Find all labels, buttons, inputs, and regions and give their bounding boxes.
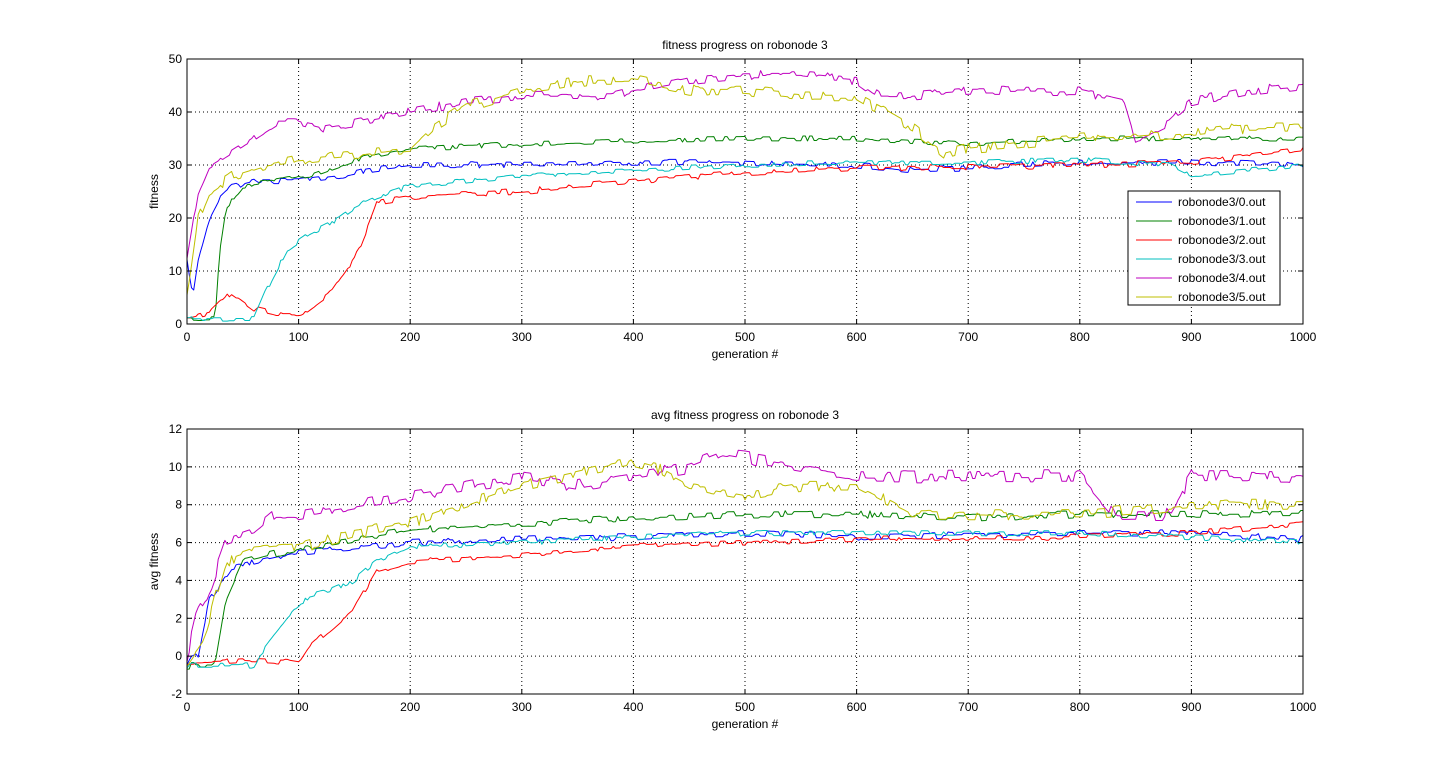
legend-entry-label: robonode3/4.out: [1178, 271, 1266, 285]
avg-fitness-y-tick-label: 0: [175, 649, 182, 663]
avg-fitness-series-line-1: [187, 510, 1303, 670]
avg-fitness-y-tick-label: 10: [169, 460, 183, 474]
fitness-x-tick-label: 400: [623, 330, 643, 344]
fitness-series-line-4: [186, 70, 1304, 259]
avg-fitness-series-line-2: [186, 521, 1304, 665]
fitness-x-tick-label: 300: [512, 330, 532, 344]
fitness-ticks: 0 100 200 300 400 500 600 700 800 900 1000 0 10 20 30 4…: [169, 52, 1317, 344]
avg-fitness-x-tick-label: 1000: [1290, 700, 1317, 714]
legend-entry-label: robonode3/2.out: [1178, 233, 1266, 247]
avg-fitness-grid: [187, 429, 1303, 694]
fitness-y-tick-label: 50: [169, 52, 183, 66]
avg-fitness-y-tick-label: 4: [175, 573, 182, 587]
fitness-x-tick-label: 0: [184, 330, 191, 344]
legend-entry-label: robonode3/3.out: [1178, 252, 1266, 266]
fitness-series-line-2: [186, 147, 1304, 319]
avg-fitness-x-tick-label: 700: [958, 700, 978, 714]
fitness-y-tick-label: 0: [175, 317, 182, 331]
fitness-y-tick-label: 10: [169, 264, 183, 278]
fitness-x-axis-label: generation #: [712, 347, 779, 361]
legend-entry-label: robonode3/0.out: [1178, 195, 1266, 209]
avg-fitness-x-tick-label: 600: [847, 700, 867, 714]
fitness-x-tick-label: 500: [735, 330, 755, 344]
fitness-series-line-5: [186, 75, 1303, 296]
avg-fitness-x-tick-label: 400: [623, 700, 643, 714]
fitness-chart-title: fitness progress on robonode 3: [662, 38, 828, 52]
fitness-y-tick-label: 40: [169, 105, 183, 119]
avg-fitness-chart-title: avg fitness progress on robonode 3: [651, 408, 839, 422]
fitness-x-tick-label: 700: [958, 330, 978, 344]
fitness-x-tick-label: 200: [400, 330, 420, 344]
avg-fitness-series-lines: [186, 449, 1304, 670]
fitness-y-tick-label: 30: [169, 158, 183, 172]
avg-fitness-x-tick-label: 0: [184, 700, 191, 714]
avg-fitness-x-axis-label: generation #: [712, 717, 779, 731]
fitness-x-tick-label: 100: [289, 330, 309, 344]
avg-fitness-x-tick-label: 300: [512, 700, 532, 714]
avg-fitness-series-line-4: [186, 449, 1304, 662]
avg-fitness-series-line-3: [186, 530, 1304, 669]
avg-fitness-x-tick-label: 100: [289, 700, 309, 714]
fitness-legend: robonode3/0.out robonode3/1.out robonode3/…: [1127, 190, 1281, 306]
legend-box: [1127, 190, 1281, 306]
fitness-x-tick-label: 800: [1070, 330, 1090, 344]
fitness-y-axis-label: fitness: [147, 174, 161, 209]
avg-fitness-y-tick-label: -2: [171, 687, 182, 701]
legend-entry-label: robonode3/1.out: [1178, 214, 1266, 228]
avg-fitness-y-tick-label: 6: [175, 536, 182, 550]
avg-fitness-x-tick-label: 200: [400, 700, 420, 714]
avg-fitness-series-line-5: [186, 459, 1303, 667]
avg-fitness-series-line-0: [186, 529, 1304, 666]
fitness-series-line-0: [186, 158, 1304, 291]
fitness-axes: 0 100 200 300 400 500 600 700 800 900 1000 0 10 20 30 4…: [147, 38, 1317, 361]
fitness-series-lines: [186, 70, 1304, 322]
fitness-x-tick-label: 900: [1181, 330, 1201, 344]
avg-fitness-x-tick-label: 500: [735, 700, 755, 714]
fitness-x-tick-label: 1000: [1290, 330, 1317, 344]
fitness-y-tick-label: 20: [169, 211, 183, 225]
fitness-series-line-3: [187, 157, 1304, 322]
avg-fitness-x-tick-label: 800: [1070, 700, 1090, 714]
fitness-x-tick-label: 600: [847, 330, 867, 344]
avg-fitness-axes: 0 100 200 300 400 500 600 700 800 900 1000-2024681…: [147, 408, 1317, 731]
avg-fitness-y-tick-label: 12: [169, 422, 183, 436]
avg-fitness-x-tick-label: 900: [1181, 700, 1201, 714]
avg-fitness-y-tick-label: 8: [175, 498, 182, 512]
avg-fitness-ticks: 0 100 200 300 400 500 600 700 800 900 1000-2024681…: [169, 422, 1317, 714]
legend-entry-label: robonode3/5.out: [1178, 290, 1266, 304]
avg-fitness-y-tick-label: 2: [175, 611, 182, 625]
avg-fitness-y-axis-label: avg fitness: [147, 533, 161, 590]
